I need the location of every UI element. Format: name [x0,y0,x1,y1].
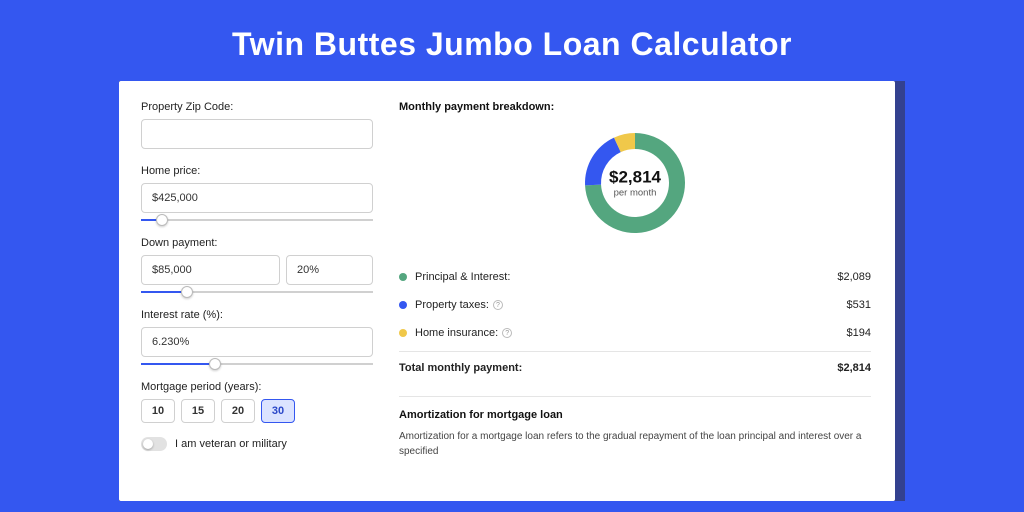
interest-rate-slider[interactable] [141,363,373,365]
legend-row: Property taxes:?$531 [399,291,871,319]
breakdown-column: Monthly payment breakdown: $2,814 per mo… [387,81,895,501]
legend-value: $194 [847,327,871,339]
home-price-slider[interactable] [141,219,373,221]
interest-rate-input[interactable] [141,327,373,357]
veteran-toggle-label: I am veteran or military [175,438,287,450]
home-price-group: Home price: [141,165,373,221]
legend-dot [399,301,407,309]
page-title: Twin Buttes Jumbo Loan Calculator [0,0,1024,81]
legend-total-label: Total monthly payment: [399,362,837,374]
mortgage-period-group: Mortgage period (years): 10152030 [141,381,373,423]
mortgage-period-option-10[interactable]: 10 [141,399,175,423]
legend-value: $2,089 [837,271,871,283]
legend-row: Home insurance:?$194 [399,319,871,347]
section-divider [399,396,871,397]
home-price-input[interactable] [141,183,373,213]
home-price-slider-thumb[interactable] [156,214,168,226]
mortgage-period-label: Mortgage period (years): [141,381,373,393]
legend-total-row: Total monthly payment: $2,814 [399,351,871,382]
home-price-label: Home price: [141,165,373,177]
donut-center-value: $2,814 [609,168,661,188]
zip-input[interactable] [141,119,373,149]
legend-label: Property taxes:? [415,299,847,311]
down-payment-amount-input[interactable] [141,255,280,285]
amortization-heading: Amortization for mortgage loan [399,409,871,421]
zip-field-group: Property Zip Code: [141,101,373,149]
veteran-toggle-row: I am veteran or military [141,437,373,451]
info-icon[interactable]: ? [493,300,503,310]
legend-row: Principal & Interest:$2,089 [399,263,871,291]
amortization-text: Amortization for a mortgage loan refers … [399,429,871,459]
down-payment-label: Down payment: [141,237,373,249]
calculator-shadow-wrap: Property Zip Code: Home price: Down paym… [119,81,905,501]
legend-dot [399,329,407,337]
donut-chart: $2,814 per month [575,123,695,243]
form-column: Property Zip Code: Home price: Down paym… [119,81,387,501]
breakdown-heading: Monthly payment breakdown: [399,101,871,113]
calculator-card: Property Zip Code: Home price: Down paym… [119,81,895,501]
legend-label: Principal & Interest: [415,271,837,283]
interest-rate-group: Interest rate (%): [141,309,373,365]
donut-center: $2,814 per month [609,168,661,199]
legend-value: $531 [847,299,871,311]
down-payment-slider-thumb[interactable] [181,286,193,298]
legend-label: Home insurance:? [415,327,847,339]
legend-total-value: $2,814 [837,362,871,374]
legend-dot [399,273,407,281]
zip-label: Property Zip Code: [141,101,373,113]
interest-rate-slider-thumb[interactable] [209,358,221,370]
down-payment-group: Down payment: [141,237,373,293]
down-payment-pct-input[interactable] [286,255,373,285]
donut-center-sub: per month [609,188,661,199]
mortgage-period-option-15[interactable]: 15 [181,399,215,423]
info-icon[interactable]: ? [502,328,512,338]
down-payment-slider[interactable] [141,291,373,293]
donut-chart-wrap: $2,814 per month [399,123,871,243]
legend-list: Principal & Interest:$2,089Property taxe… [399,263,871,347]
mortgage-period-option-20[interactable]: 20 [221,399,255,423]
interest-rate-label: Interest rate (%): [141,309,373,321]
mortgage-period-option-30[interactable]: 30 [261,399,295,423]
veteran-toggle[interactable] [141,437,167,451]
